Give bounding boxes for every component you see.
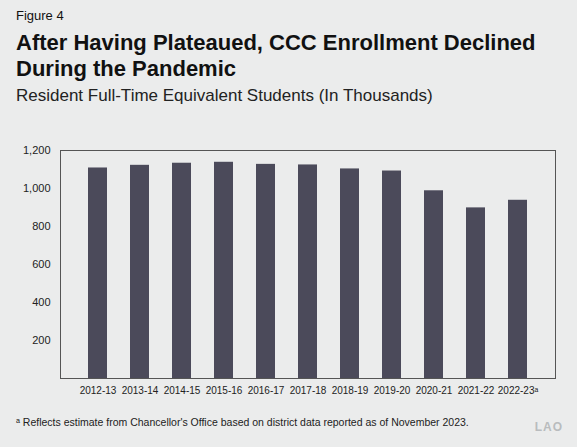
svg-text:600: 600: [32, 258, 50, 270]
svg-text:2014-15: 2014-15: [164, 385, 201, 396]
svg-text:1,000: 1,000: [23, 182, 51, 194]
svg-text:2022-23ᵃ: 2022-23ᵃ: [498, 385, 539, 396]
svg-text:2015-16: 2015-16: [206, 385, 243, 396]
svg-text:2020-21: 2020-21: [416, 385, 453, 396]
svg-text:2018-19: 2018-19: [332, 385, 369, 396]
svg-text:2012-13: 2012-13: [80, 385, 117, 396]
svg-text:2016-17: 2016-17: [248, 385, 285, 396]
html-text:ᵃ Reflects estimate from Chanc: ᵃ Reflects estimate from Chancellor's Of…: [16, 416, 469, 428]
html-text:LAO: LAO: [534, 420, 563, 434]
svg-text:400: 400: [32, 296, 50, 308]
svg-text:2013-14: 2013-14: [122, 385, 159, 396]
svg-text:2017-18: 2017-18: [290, 385, 327, 396]
svg-text:2019-20: 2019-20: [374, 385, 411, 396]
html-text:Figure 4: Figure 4: [16, 8, 64, 23]
svg-text:1,200: 1,200: [23, 144, 51, 156]
svg-text:2021-22: 2021-22: [458, 385, 495, 396]
html-text:Resident Full-Time Equivalent: Resident Full-Time Equivalent Students (…: [16, 86, 433, 105]
svg-text:800: 800: [32, 220, 50, 232]
html-text:After Having Plateaued, CCC En: After Having Plateaued, CCC Enrollment D…: [16, 30, 536, 81]
svg-text:200: 200: [32, 334, 50, 346]
